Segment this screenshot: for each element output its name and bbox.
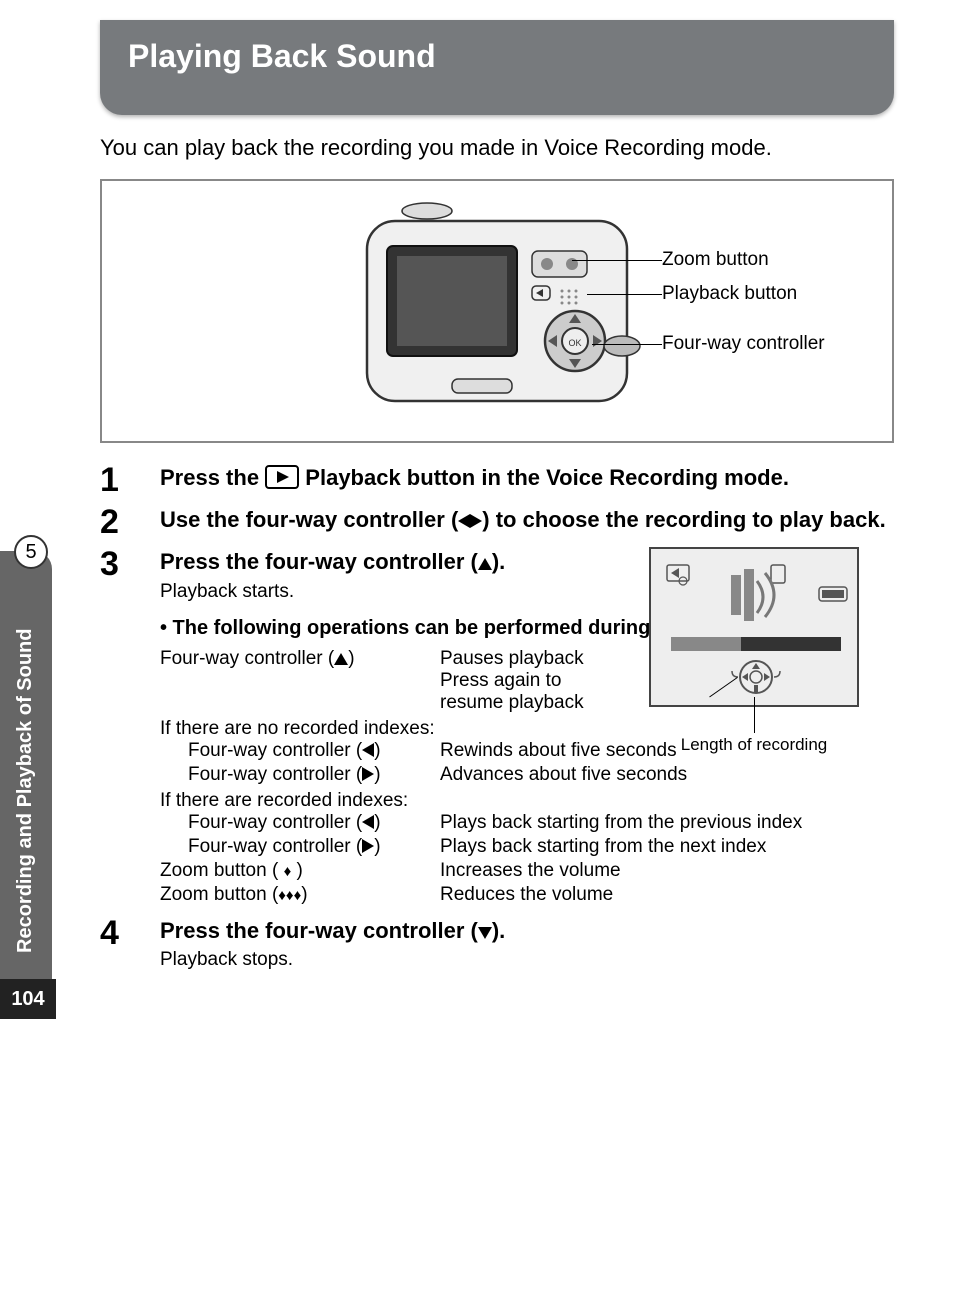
camera-illustration: OK	[347, 201, 647, 421]
lcd-preview: Length of recording	[649, 547, 859, 755]
step-1: 1 Press the Playback button in the Voice…	[100, 463, 894, 497]
camera-diagram: OK Zoom button Playback button Four-way …	[100, 179, 894, 443]
playback-icon	[265, 465, 299, 489]
step-3: 3 Press the four-way controller (). Play…	[100, 547, 894, 908]
step-4-heading: Press the four-way controller ().	[160, 916, 894, 946]
step-2-heading: Use the four-way controller () to choose…	[160, 505, 894, 535]
op-zoom-down-label: Zoom button (♦♦♦)	[160, 884, 440, 906]
page-number: 104	[0, 979, 56, 1019]
step-number: 1	[100, 463, 160, 497]
op-pause-desc: Pauses playback Press again to resume pl…	[440, 648, 620, 714]
intro-text: You can play back the recording you made…	[100, 135, 894, 161]
step-4: 4 Press the four-way controller (). Play…	[100, 916, 894, 972]
op-idx-left-label: Four-way controller ()	[160, 812, 440, 834]
callout-zoom: Zoom button	[662, 249, 825, 271]
step-4-sub: Playback stops.	[160, 949, 894, 971]
header-banner: Playing Back Sound	[100, 20, 894, 115]
page-title: Playing Back Sound	[128, 38, 866, 75]
op-zoom-up-label: Zoom button ( ♦ )	[160, 860, 440, 882]
step-2: 2 Use the four-way controller () to choo…	[100, 505, 894, 539]
op-noidx-left-label: Four-way controller ()	[160, 740, 440, 762]
step1-suffix: Playback button in the Voice Recording m…	[305, 465, 789, 490]
op-idx-right-label: Four-way controller ()	[160, 836, 440, 858]
chapter-number: 5	[14, 535, 48, 569]
callout-playback: Playback button	[662, 283, 825, 305]
step1-prefix: Press the	[160, 465, 265, 490]
op-idx-right-desc: Plays back starting from the next index	[440, 836, 894, 858]
op-idx-left-desc: Plays back starting from the previous in…	[440, 812, 894, 834]
screen-caption: Length of recording	[649, 735, 859, 755]
index-note: If there are recorded indexes:	[160, 790, 894, 812]
step-number: 4	[100, 916, 160, 950]
step-number: 2	[100, 505, 160, 539]
step-number: 3	[100, 547, 160, 581]
lcd-screen	[649, 547, 859, 707]
diagram-callouts: Zoom button Playback button Four-way con…	[662, 211, 825, 367]
callout-fourway: Four-way controller	[662, 333, 825, 355]
page-content: Playing Back Sound You can play back the…	[0, 0, 954, 1019]
op-zoom-down-desc: Reduces the volume	[440, 884, 894, 906]
op-zoom-up-desc: Increases the volume	[440, 860, 894, 882]
op-noidx-right-label: Four-way controller ()	[160, 764, 440, 786]
step-1-heading: Press the Playback button in the Voice R…	[160, 463, 894, 493]
svg-text:OK: OK	[568, 338, 581, 348]
op-pause-label: Four-way controller ()	[160, 648, 440, 714]
op-noidx-right-desc: Advances about five seconds	[440, 764, 894, 786]
